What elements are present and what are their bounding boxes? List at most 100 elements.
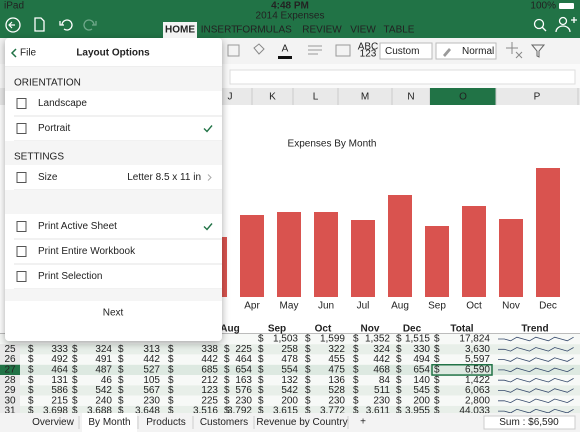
column-header[interactable]: P xyxy=(534,92,541,103)
undo-icon[interactable] xyxy=(59,19,73,31)
table-cell[interactable]: 1,599 xyxy=(320,334,345,345)
table-cell[interactable]: 5,597 xyxy=(465,354,490,365)
table-cell[interactable]: 654 xyxy=(413,365,430,376)
column-header[interactable]: O xyxy=(459,92,467,103)
table-cell[interactable]: 136 xyxy=(328,375,345,386)
option-label[interactable]: Size xyxy=(38,172,58,183)
filter-icon[interactable] xyxy=(530,44,546,58)
search-icon[interactable] xyxy=(533,18,545,30)
add-sheet[interactable]: + xyxy=(360,417,366,428)
table-cell[interactable]: 586 xyxy=(51,385,68,396)
table-cell[interactable]: 324 xyxy=(95,344,112,355)
row-number[interactable]: 28 xyxy=(4,375,16,386)
table-cell[interactable]: 542 xyxy=(95,385,112,396)
table-cell[interactable]: 333 xyxy=(51,344,68,355)
ribbon-tab[interactable]: INSERT xyxy=(201,25,238,36)
row-number[interactable]: 27 xyxy=(4,365,16,376)
table-cell[interactable]: 3,648 xyxy=(135,406,160,417)
table-cell[interactable]: 475 xyxy=(328,365,345,376)
table-cell[interactable]: 1,422 xyxy=(465,375,490,386)
table-cell[interactable]: 464 xyxy=(235,354,252,365)
table-cell[interactable]: 545 xyxy=(413,385,430,396)
table-cell[interactable]: 487 xyxy=(95,365,112,376)
back-button[interactable] xyxy=(5,17,21,33)
option-label[interactable]: Portrait xyxy=(38,123,70,134)
sheet-tab[interactable]: Overview xyxy=(32,417,74,428)
sheet-tab[interactable]: By Month xyxy=(88,417,130,428)
table-cell[interactable]: 230 xyxy=(328,395,345,406)
next-button[interactable]: Next xyxy=(103,308,124,319)
fill-icon[interactable] xyxy=(253,43,265,55)
table-cell[interactable]: 44,033 xyxy=(459,406,490,417)
table-cell[interactable]: 3,688 xyxy=(87,406,112,417)
option-label[interactable]: Print Selection xyxy=(38,271,102,282)
wrap-icon[interactable] xyxy=(308,45,322,55)
column-header[interactable]: L xyxy=(313,92,319,103)
table-cell[interactable]: 511 xyxy=(374,385,390,396)
table-cell[interactable]: 1,503 xyxy=(273,334,298,345)
table-cell[interactable]: 225 xyxy=(235,344,252,355)
table-cell[interactable]: 46 xyxy=(101,375,113,386)
table-cell[interactable]: 3,772 xyxy=(320,406,345,417)
panel-back[interactable]: File xyxy=(20,48,37,59)
number-format-box[interactable] xyxy=(379,42,433,60)
table-cell[interactable]: 6,063 xyxy=(465,385,490,396)
table-cell[interactable]: 442 xyxy=(373,354,390,365)
merge-icon[interactable] xyxy=(335,44,351,57)
table-cell[interactable]: 491 xyxy=(95,354,112,365)
sheet-tab[interactable]: Revenue by Country xyxy=(256,417,347,428)
table-cell[interactable]: 442 xyxy=(143,354,160,365)
table-cell[interactable]: 654 xyxy=(235,365,252,376)
ribbon-tab[interactable]: FORMULAS xyxy=(236,25,292,36)
table-cell[interactable]: 554 xyxy=(281,365,298,376)
table-cell[interactable]: 3,615 xyxy=(273,406,298,417)
row-number[interactable]: 31 xyxy=(4,406,16,417)
table-cell[interactable]: 163 xyxy=(235,375,252,386)
table-cell[interactable]: 324 xyxy=(373,344,390,355)
table-cell[interactable]: 123 xyxy=(201,385,218,396)
table-cell[interactable]: 313 xyxy=(143,344,160,355)
table-cell[interactable]: 3,630 xyxy=(465,344,490,355)
table-cell[interactable]: 212 xyxy=(201,375,218,386)
row-number[interactable]: 25 xyxy=(4,344,16,355)
number-format[interactable]: Custom xyxy=(385,46,419,57)
file-icon[interactable] xyxy=(34,17,45,32)
table-cell[interactable]: 200 xyxy=(413,395,430,406)
table-cell[interactable]: 494 xyxy=(413,354,430,365)
row-number[interactable]: 30 xyxy=(4,395,16,406)
table-cell[interactable]: 322 xyxy=(328,344,345,355)
table-cell[interactable]: 3,955 xyxy=(405,406,430,417)
borders-icon[interactable] xyxy=(227,44,240,57)
table-cell[interactable]: 230 xyxy=(143,395,160,406)
share-icon[interactable] xyxy=(558,16,568,26)
table-cell[interactable]: 200 xyxy=(281,395,298,406)
table-cell[interactable]: 567 xyxy=(143,385,160,396)
table-cell[interactable]: 230 xyxy=(235,395,252,406)
table-cell[interactable]: 17,824 xyxy=(459,334,490,345)
table-cell[interactable]: 338 xyxy=(201,344,218,355)
table-cell[interactable]: 215 xyxy=(51,395,68,406)
column-header[interactable]: K xyxy=(269,92,276,103)
table-cell[interactable]: 240 xyxy=(95,395,112,406)
table-cell[interactable]: 230 xyxy=(373,395,390,406)
row-number[interactable]: 26 xyxy=(4,354,16,365)
table-cell[interactable]: 442 xyxy=(201,354,218,365)
formula-input[interactable] xyxy=(229,69,576,85)
table-cell[interactable]: 576 xyxy=(235,385,252,396)
table-cell[interactable]: 3,792 xyxy=(227,406,252,417)
column-header[interactable]: J xyxy=(228,92,233,103)
option-label[interactable]: Print Entire Workbook xyxy=(38,246,136,257)
cell-style-box[interactable] xyxy=(435,42,497,60)
ribbon-tab[interactable]: VIEW xyxy=(350,25,376,36)
table-cell[interactable]: 84 xyxy=(379,375,391,386)
sheet-tab[interactable]: Products xyxy=(146,417,185,428)
table-cell[interactable]: 132 xyxy=(281,375,298,386)
table-cell[interactable]: 527 xyxy=(143,365,160,376)
option-label[interactable]: Landscape xyxy=(38,98,87,109)
font-color-icon[interactable]: A xyxy=(282,44,289,55)
table-cell[interactable]: 3,698 xyxy=(43,406,68,417)
sheet-tab[interactable]: Customers xyxy=(200,417,248,428)
table-cell[interactable]: 3,516 xyxy=(193,406,218,417)
table-cell[interactable]: 492 xyxy=(51,354,68,365)
option-label[interactable]: Print Active Sheet xyxy=(38,221,117,232)
